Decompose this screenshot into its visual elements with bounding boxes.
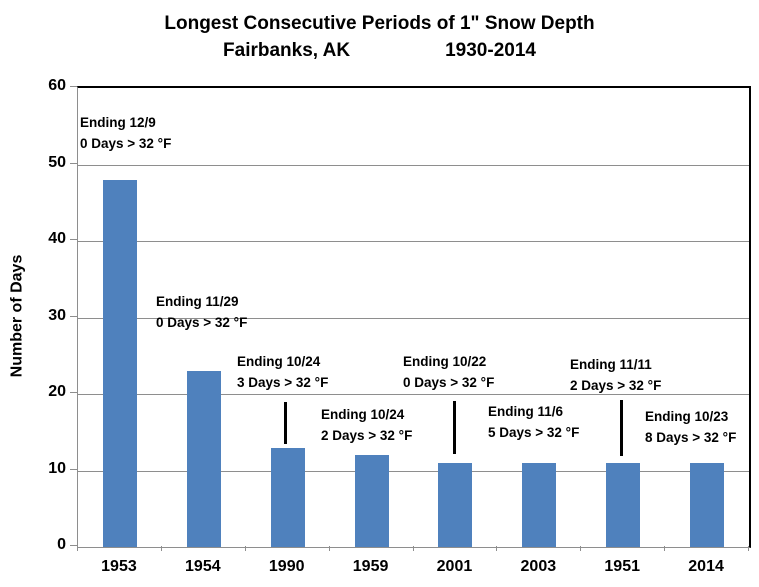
x-label-1951: 1951 (604, 558, 640, 575)
y-tick-label-50: 50 (48, 153, 66, 171)
gridline-30 (78, 317, 749, 319)
chart-title-line2: Fairbanks, AK 1930-2014 (223, 40, 536, 61)
y-tick-0 (70, 545, 77, 546)
x-tick-1 (161, 546, 162, 551)
plot-area (77, 86, 751, 548)
x-tick-4 (413, 546, 414, 551)
bar-1951 (606, 462, 641, 547)
annotation-2014-line1: Ending 10/23 (645, 409, 729, 424)
gridline-20 (78, 394, 749, 395)
bar-1953 (102, 179, 137, 547)
x-label-1959: 1959 (352, 558, 389, 575)
x-tick-8 (748, 546, 749, 551)
annotation-1953-line2: 0 Days > 32 °F (80, 136, 172, 151)
annotation-2001-line1: Ending 10/22 (403, 354, 487, 369)
y-tick-label-60: 60 (48, 77, 66, 94)
annotation-1959-line2: 2 Days > 32 °F (321, 428, 413, 443)
x-tick-2 (245, 546, 246, 551)
y-tick-10 (70, 468, 77, 470)
x-tick-5 (496, 546, 497, 551)
annotation-1959: Ending 10/24 2 Days > 32 °F (321, 404, 412, 446)
x-label-2003: 2003 (520, 558, 557, 575)
annotation-2003: Ending 11/6 5 Days > 32 °F (488, 401, 579, 443)
annotation-2001: Ending 10/22 0 Days > 32 °F (403, 351, 494, 393)
gridline-50 (78, 164, 749, 166)
annotation-1953: Ending 12/9 0 Days > 32 °F (80, 112, 171, 154)
annotation-1953-line1: Ending 12/9 (80, 115, 156, 130)
chart-title-line1: Longest Consecutive Periods of 1" Snow D… (164, 13, 595, 34)
y-tick-label-20: 20 (48, 383, 66, 400)
bar-2001 (438, 462, 473, 547)
gridline-10 (78, 470, 749, 472)
annotation-1954-line2: 0 Days > 32 °F (156, 315, 248, 330)
bar-2014 (690, 462, 725, 547)
annotation-2014: Ending 10/23 8 Days > 32 °F (645, 406, 736, 448)
annotation-1951-line1: Ending 11/11 (570, 357, 652, 372)
y-tick-40 (70, 239, 77, 240)
y-tick-label-30: 30 (48, 306, 66, 324)
bar-2003 (522, 462, 557, 547)
y-axis-title-text: Number of Days (8, 254, 26, 377)
annotation-1951-line2: 2 Days > 32 °F (570, 378, 662, 393)
x-tick-0 (77, 546, 78, 551)
x-label-1954: 1954 (185, 558, 221, 575)
x-label-2001: 2001 (436, 558, 473, 575)
y-tick-label-0: 0 (57, 536, 66, 553)
bar-1990 (270, 447, 305, 547)
x-tick-6 (580, 546, 581, 551)
annotation-1990: Ending 10/24 3 Days > 32 °F (237, 351, 328, 393)
y-tick-60 (70, 86, 77, 87)
leader-line-1990 (284, 402, 287, 444)
annotation-1990-line1: Ending 10/24 (237, 354, 321, 369)
annotation-1951: Ending 11/11 2 Days > 32 °F (570, 354, 661, 396)
y-tick-30 (70, 315, 77, 317)
y-tick-20 (70, 392, 77, 393)
bar-1954 (186, 371, 221, 547)
y-tick-label-10: 10 (48, 459, 66, 477)
leader-line-1951 (620, 400, 623, 456)
x-label-1953: 1953 (101, 558, 137, 575)
gridline-40 (78, 241, 749, 242)
annotation-2014-line2: 8 Days > 32 °F (645, 430, 737, 445)
leader-line-2001 (453, 401, 456, 454)
annotation-2001-line2: 0 Days > 32 °F (403, 375, 495, 390)
x-label-2014: 2014 (688, 558, 724, 575)
y-tick-50 (70, 162, 77, 164)
annotation-2003-line1: Ending 11/6 (488, 404, 564, 419)
annotation-1954-line1: Ending 11/29 (156, 294, 239, 309)
annotation-1990-line2: 3 Days > 32 °F (237, 375, 329, 390)
chart-title: Longest Consecutive Periods of 1" Snow D… (0, 10, 759, 64)
annotation-1954: Ending 11/29 0 Days > 32 °F (156, 291, 247, 333)
annotation-1959-line1: Ending 10/24 (321, 407, 405, 422)
x-tick-3 (329, 546, 330, 551)
x-label-1990: 1990 (268, 558, 305, 575)
x-tick-7 (664, 546, 665, 551)
annotation-2003-line2: 5 Days > 32 °F (488, 425, 580, 440)
y-tick-label-40: 40 (48, 230, 66, 247)
bar-1959 (354, 455, 389, 547)
